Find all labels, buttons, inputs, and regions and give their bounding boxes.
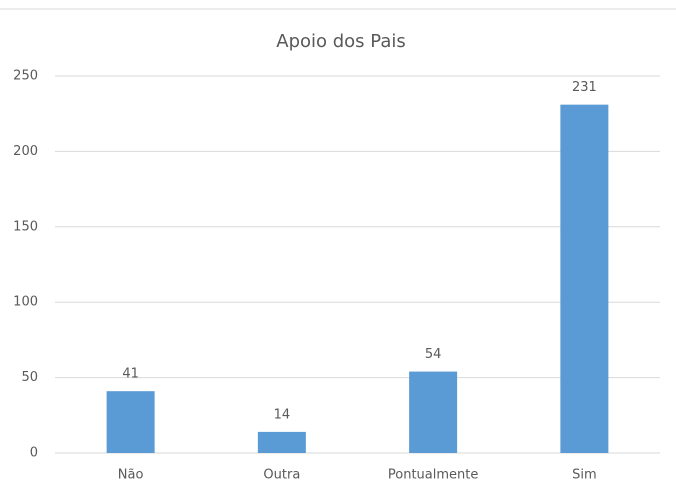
bar <box>409 371 458 453</box>
y-tick-label: 50 <box>21 370 38 385</box>
data-label: 14 <box>274 407 291 422</box>
x-tick-label: Não <box>118 468 144 483</box>
bar <box>257 431 306 453</box>
y-tick-label: 150 <box>13 219 38 234</box>
y-tick-label: 250 <box>13 69 38 84</box>
data-label: 231 <box>572 80 597 95</box>
y-tick-label: 200 <box>13 144 38 159</box>
x-tick-label: Outra <box>263 468 300 483</box>
data-label: 41 <box>122 367 139 382</box>
y-tick-label: 0 <box>30 446 38 461</box>
data-label: 54 <box>425 347 442 362</box>
x-tick-label: Sim <box>572 468 597 483</box>
y-tick-label: 100 <box>13 295 38 310</box>
bar <box>106 391 155 453</box>
chart-title: Apoio dos Pais <box>276 31 405 52</box>
bar <box>560 104 609 453</box>
x-tick-label: Pontualmente <box>388 468 478 483</box>
